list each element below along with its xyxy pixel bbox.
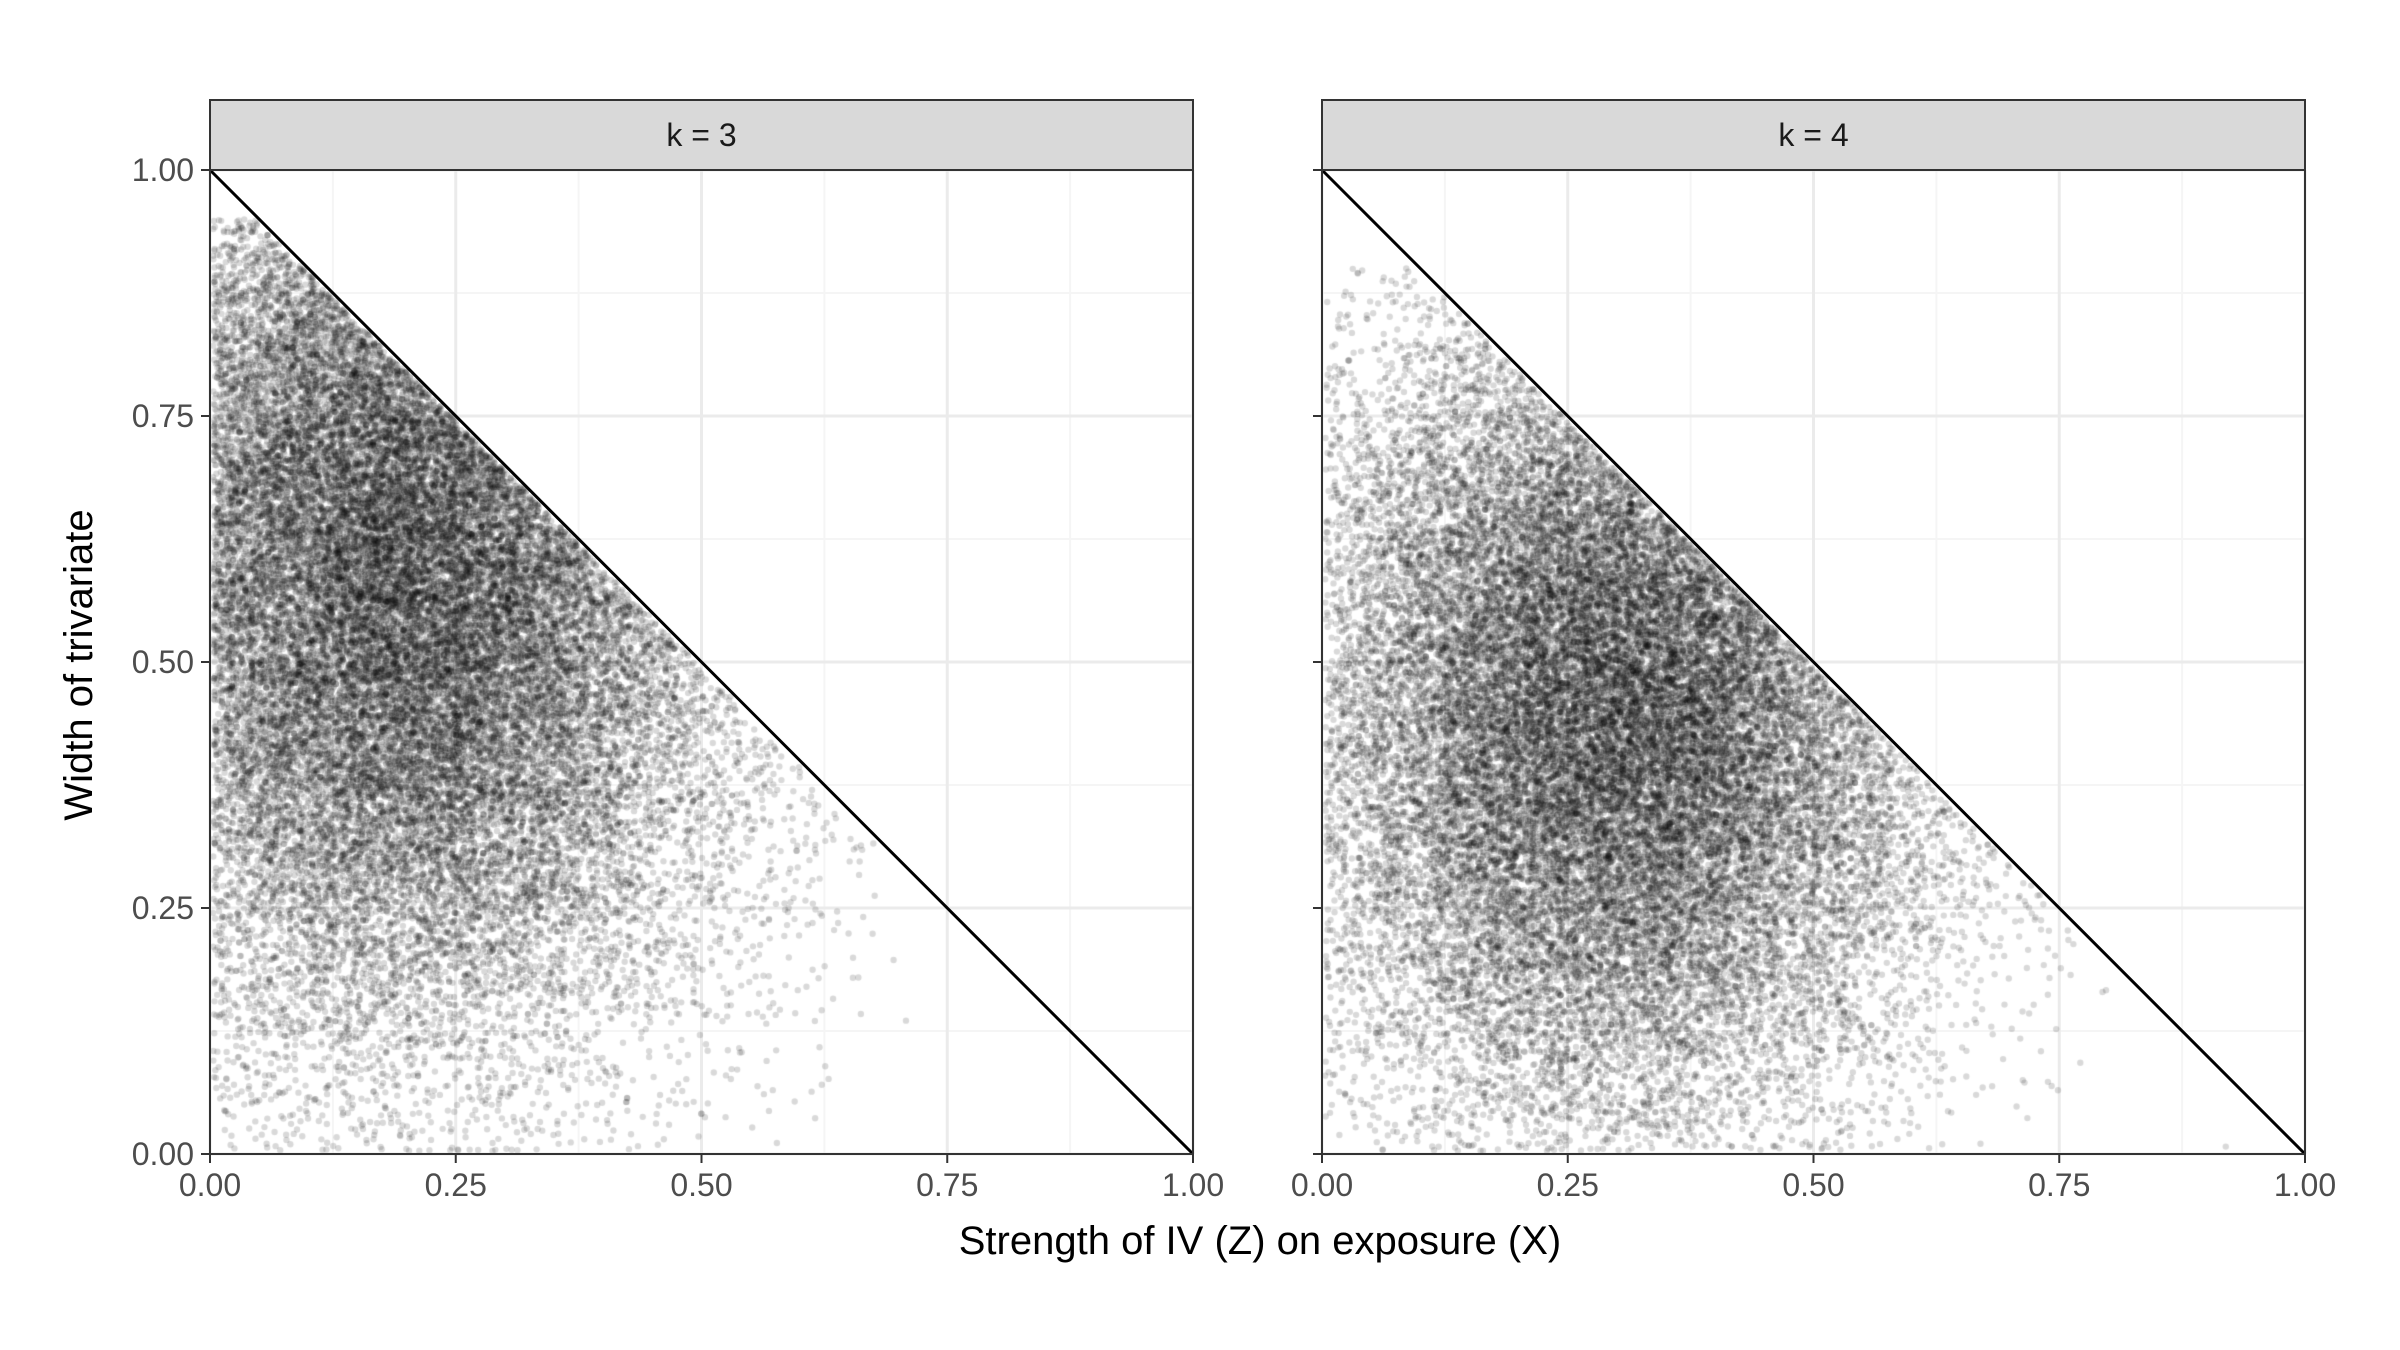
y-axis-title: Width of trivariate (57, 509, 101, 820)
y-tick-label: 1.00 (132, 152, 194, 188)
x-tick-label: 1.00 (2274, 1167, 2336, 1203)
facet-label: k = 3 (666, 117, 736, 153)
x-axis-ticks: 0.00 0.25 0.50 0.75 1.00 (1291, 1154, 2336, 1203)
x-tick-label: 0.50 (1782, 1167, 1844, 1203)
x-axis-title: Strength of IV (Z) on exposure (X) (959, 1219, 1561, 1263)
facet-strip (1321, 99, 2306, 171)
panel-k3: k = 3 0.000.250.500.751.00 0.00 0.25 0.50 0… (132, 99, 1224, 1203)
x-tick-label: 0.25 (425, 1167, 487, 1203)
x-tick-label: 0.50 (670, 1167, 732, 1203)
x-tick-label: 0.75 (916, 1167, 978, 1203)
x-tick-label: 0.75 (2028, 1167, 2090, 1203)
y-tick-label: 0.50 (132, 644, 194, 680)
panel-k4: k = 4 0.00 0.25 0.50 0.75 1.00 (1291, 99, 2336, 1203)
x-tick-label: 1.00 (1162, 1167, 1224, 1203)
x-tick-label: 0.25 (1537, 1167, 1599, 1203)
facet-label: k = 4 (1778, 117, 1848, 153)
reference-line (1320, 168, 2307, 1156)
y-tick-label: 0.00 (132, 1136, 194, 1172)
x-tick-label: 0.00 (1291, 1167, 1353, 1203)
reference-line (208, 168, 1195, 1156)
y-axis-ticks (1313, 169, 1322, 1155)
y-axis-ticks: 0.00 0.25 0.50 0.75 1.00 (132, 152, 210, 1172)
y-tick-label: 0.25 (132, 890, 194, 926)
x-tick-label: 0.00 (179, 1167, 241, 1203)
x-axis-ticks: 0.00 0.25 0.50 0.75 1.00 (179, 1154, 1224, 1203)
facet-strip (209, 99, 1194, 171)
y-tick-label: 0.75 (132, 398, 194, 434)
